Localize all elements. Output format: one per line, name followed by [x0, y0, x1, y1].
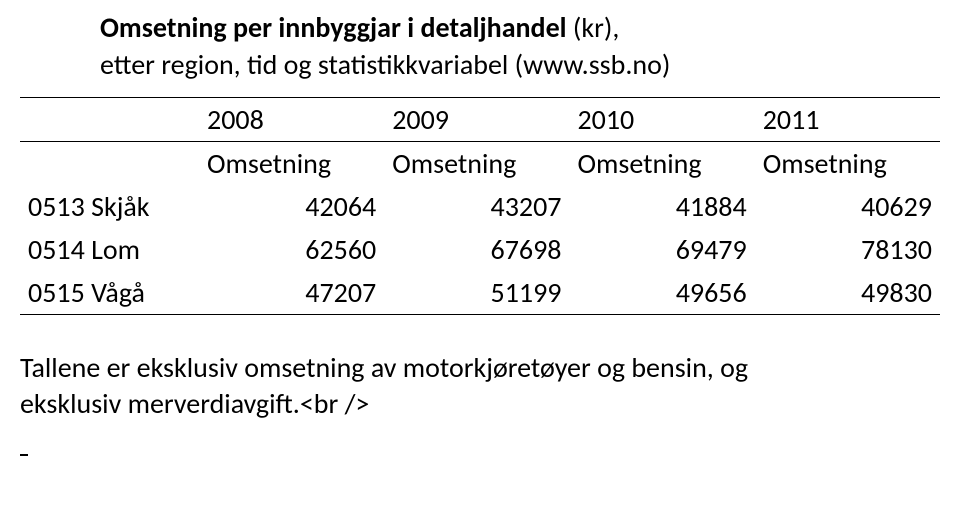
title-bold: Omsetning per innbyggjar i detaljhandel [100, 10, 567, 45]
cell-2-1: 51199 [384, 271, 569, 315]
table-row: 0515 Vågå 47207 51199 49656 49830 [20, 271, 940, 315]
year-3: 2011 [755, 98, 940, 142]
table-row: 0514 Lom 62560 67698 69479 78130 [20, 228, 940, 271]
sublabel-2: Omsetning [569, 142, 754, 186]
subtitle-line: etter region, tid og statistikkvariabel … [100, 47, 940, 82]
footnote-block: Tallene er eksklusiv omsetning av motork… [20, 350, 940, 459]
note-line-2-text: eksklusiv merverdiavgift.<br /> [20, 386, 369, 421]
table-row: 0513 Skjåk 42064 43207 41884 40629 [20, 185, 940, 228]
year-2: 2010 [569, 98, 754, 142]
cursor-marker [20, 454, 28, 456]
title-line: Omsetning per innbyggjar i detaljhandel … [100, 10, 940, 45]
sublabel-1: Omsetning [384, 142, 569, 186]
note-line-1: Tallene er eksklusiv omsetning av motork… [20, 350, 940, 386]
year-1: 2009 [384, 98, 569, 142]
year-header-row: 2008 2009 2010 2011 [20, 98, 940, 142]
sublabel-row: Omsetning Omsetning Omsetning Omsetning [20, 142, 940, 186]
cell-1-2: 69479 [569, 228, 754, 271]
region-1: 0514 Lom [20, 228, 199, 271]
heading-block: Omsetning per innbyggjar i detaljhandel … [20, 10, 940, 82]
cell-2-0: 47207 [199, 271, 384, 315]
cell-1-1: 67698 [384, 228, 569, 271]
sublabel-3: Omsetning [755, 142, 940, 186]
data-table: 2008 2009 2010 2011 Omsetning Omsetning … [20, 97, 940, 315]
year-0: 2008 [199, 98, 384, 142]
note-line-2: eksklusiv merverdiavgift.<br /> [20, 386, 940, 422]
sublabel-blank [20, 142, 199, 186]
cell-0-2: 41884 [569, 185, 754, 228]
cell-0-1: 43207 [384, 185, 569, 228]
title-rest: (kr), [573, 10, 619, 45]
header-blank [20, 98, 199, 142]
region-2: 0515 Vågå [20, 271, 199, 315]
cell-0-3: 40629 [755, 185, 940, 228]
cell-1-3: 78130 [755, 228, 940, 271]
cell-2-3: 49830 [755, 271, 940, 315]
sublabel-0: Omsetning [199, 142, 384, 186]
cell-1-0: 62560 [199, 228, 384, 271]
region-0: 0513 Skjåk [20, 185, 199, 228]
cell-2-2: 49656 [569, 271, 754, 315]
cell-0-0: 42064 [199, 185, 384, 228]
